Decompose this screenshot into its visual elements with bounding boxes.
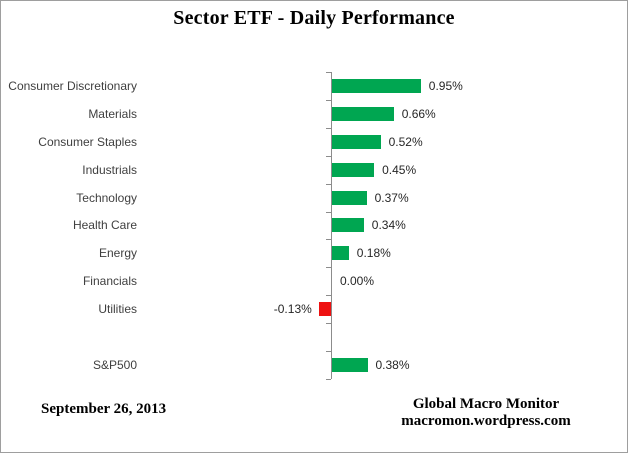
bar-s-p500 (332, 358, 368, 373)
bar-consumer-staples (332, 134, 381, 149)
category-label-health-care: Health Care (72, 218, 137, 233)
bar-energy (332, 246, 349, 261)
category-label-utilities: Utilities (98, 302, 137, 317)
axis-tick (326, 323, 331, 324)
bar-utilities (318, 302, 331, 317)
value-label-health-care: 0.34% (371, 218, 406, 233)
value-label-energy: 0.18% (356, 246, 391, 261)
axis-tick (326, 351, 331, 352)
axis-tick (326, 128, 331, 129)
value-label-materials: 0.66% (401, 106, 436, 121)
value-label-technology: 0.37% (374, 190, 409, 205)
category-label-financials: Financials (82, 274, 137, 289)
value-label-industrials: 0.45% (382, 162, 417, 177)
axis-tick (326, 379, 331, 380)
category-label-energy: Energy (98, 246, 137, 261)
value-label-utilities: -0.13% (273, 302, 312, 317)
category-label-consumer-discretionary: Consumer Discretionary (8, 78, 137, 93)
axis-tick (326, 100, 331, 101)
axis-tick (326, 295, 331, 296)
bar-consumer-discretionary (332, 78, 421, 93)
value-label-consumer-staples: 0.52% (388, 134, 423, 149)
axis-tick (326, 156, 331, 157)
axis-tick (326, 184, 331, 185)
value-label-s-p500: 0.38% (375, 358, 410, 373)
bar-materials (332, 106, 394, 121)
category-label-industrials: Industrials (82, 162, 137, 177)
value-label-consumer-discretionary: 0.95% (428, 78, 463, 93)
source-name: Global Macro Monitor (412, 396, 560, 412)
zero-baseline (331, 72, 332, 379)
chart-title: Sector ETF - Daily Performance (173, 7, 455, 29)
axis-tick (326, 212, 331, 213)
bar-industrials (332, 162, 375, 177)
axis-tick (326, 267, 331, 268)
bar-health-care (332, 218, 364, 233)
category-label-s-p500: S&P500 (92, 358, 137, 373)
axis-tick (326, 239, 331, 240)
category-label-consumer-staples: Consumer Staples (38, 134, 137, 149)
axis-tick (326, 72, 331, 73)
source-attribution: Global Macro Monitor macromon.wordpress.… (373, 396, 599, 430)
category-label-technology: Technology (76, 190, 137, 205)
bar-technology (332, 190, 367, 205)
date-label: September 26, 2013 (41, 401, 167, 417)
source-url: macromon.wordpress.com (401, 413, 571, 429)
value-label-financials: 0.00% (340, 274, 375, 289)
category-label-materials: Materials (88, 106, 137, 121)
